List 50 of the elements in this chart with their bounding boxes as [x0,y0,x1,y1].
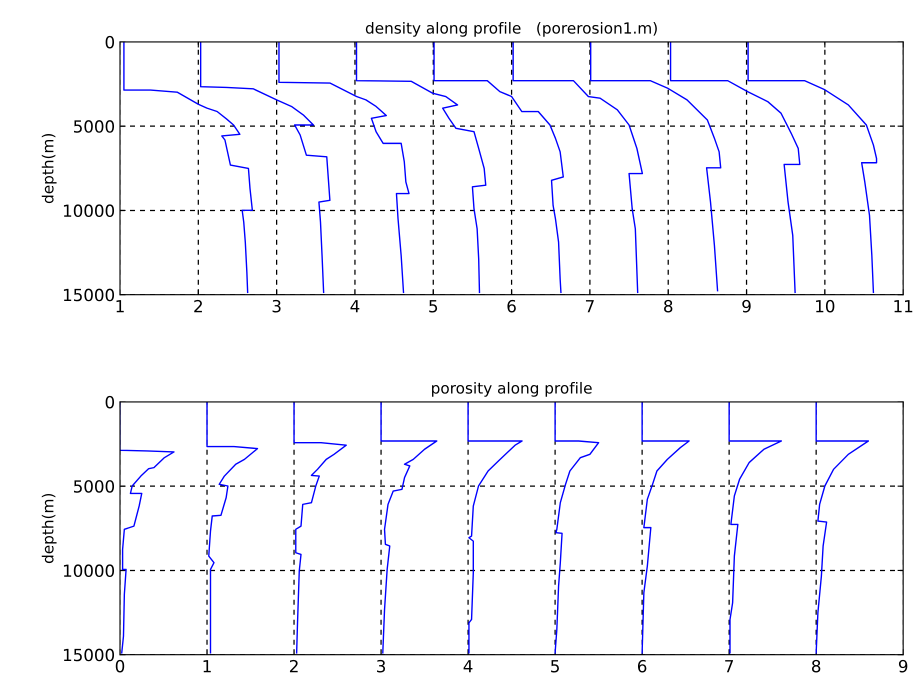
x-tick-label: 2 [194,300,202,312]
line-series [206,402,258,654]
line-series [728,402,782,654]
x-tick-label: 3 [272,300,281,312]
x-tick-label: 7 [725,660,734,672]
y-tick-label: 0 [106,36,114,48]
chart-title: porosity along profile [432,382,592,397]
y-tick-label: 0 [106,396,114,408]
x-tick-label: 11 [894,300,912,312]
y-axis-title: depth(m) [42,134,57,204]
y-tick-label: 5000 [74,120,114,133]
y-tick-label: 15000 [64,648,114,662]
x-tick-label: 6 [638,660,646,672]
line-series [123,42,254,294]
x-tick-label: 5 [551,660,559,672]
y-axis-title: depth(m) [42,494,57,564]
x-tick-label: 8 [664,300,672,312]
x-tick-label: 4 [464,660,472,672]
x-tick-label: 3 [377,660,386,672]
x-tick-label: 9 [742,300,751,312]
x-tick-label: 0 [116,660,124,672]
x-tick-label: 2 [290,660,298,672]
line-series [356,42,486,294]
line-series [278,42,410,294]
x-tick-label: 1 [116,300,124,312]
line-series [590,42,722,292]
line-series [670,42,800,294]
y-tick-label: 15000 [64,288,114,302]
line-series [433,42,564,294]
x-tick-label: 10 [816,300,834,312]
x-tick-label: 4 [350,300,360,312]
line-series [380,402,438,654]
line-series [293,402,347,654]
chart-title: density along profile (porerosion1.m) [366,22,657,37]
x-tick-label: 5 [429,300,438,312]
line-series [200,42,331,294]
x-tick-label: 6 [507,300,516,312]
x-tick-label: 9 [898,660,908,672]
y-tick-label: 10000 [64,564,114,578]
x-tick-label: 1 [204,660,211,672]
y-tick-label: 10000 [64,204,114,218]
line-series [554,402,600,654]
line-series [512,42,644,294]
line-series [467,402,523,654]
y-tick-label: 5000 [74,480,114,493]
line-series [747,42,878,294]
x-tick-label: 8 [812,660,820,672]
x-tick-label: 7 [586,300,594,312]
line-series [815,402,870,654]
line-series [641,402,690,654]
